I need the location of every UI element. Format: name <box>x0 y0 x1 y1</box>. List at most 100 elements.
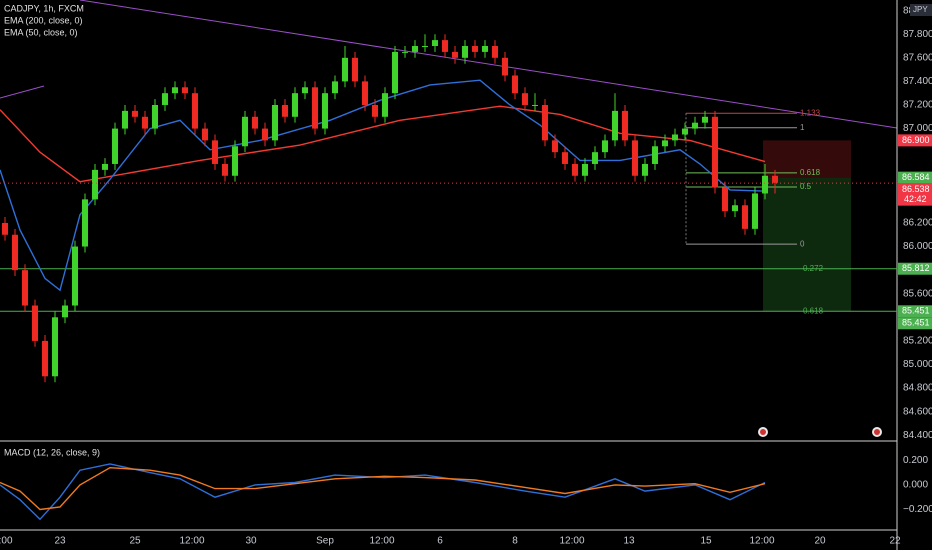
candle-body <box>552 140 558 153</box>
candle-body <box>112 128 118 164</box>
x-tick-label: 23 <box>54 536 66 547</box>
y-tick-label: 0.000 <box>903 480 928 491</box>
candle-body <box>382 93 388 117</box>
candle-body <box>522 93 528 105</box>
candle-body <box>482 46 488 52</box>
candle-body <box>362 81 368 105</box>
symbol-title: CADJPY, 1h, FXCM <box>4 3 84 13</box>
candle-body <box>322 93 328 129</box>
candle-body <box>602 140 608 153</box>
macd-title: MACD (12, 26, close, 9) <box>4 447 100 457</box>
candle-body <box>612 110 618 141</box>
candle-body <box>742 205 748 229</box>
candle-body <box>332 81 338 94</box>
candle-body <box>242 116 248 147</box>
candle-body <box>532 104 538 106</box>
x-tick-label: 22 <box>889 536 901 547</box>
price-label: 86.538 <box>902 184 930 194</box>
currency-badge <box>910 4 932 16</box>
candle-body <box>222 163 228 176</box>
candle-body <box>732 205 738 212</box>
countdown: 42:42 <box>904 194 927 204</box>
candle-body <box>772 175 778 183</box>
candle-body <box>562 152 568 164</box>
candle-body <box>162 93 168 105</box>
event-icon[interactable] <box>874 429 880 435</box>
candle-body <box>402 51 408 53</box>
candle-body <box>22 270 28 306</box>
x-tick-label: 12:00 <box>749 536 774 547</box>
x-tick-label: 30 <box>245 536 257 547</box>
candle-body <box>72 246 78 306</box>
candle-body <box>152 104 158 129</box>
series-line <box>0 79 766 292</box>
price-label-box <box>898 183 932 206</box>
y-tick-label: 85.200 <box>903 336 932 347</box>
series-line <box>0 466 766 511</box>
candle-body <box>452 51 458 58</box>
candle-body <box>592 152 598 164</box>
y-tick-label: 87.600 <box>903 52 932 63</box>
candle-body <box>262 128 268 141</box>
candle-body <box>292 93 298 117</box>
candle-body <box>542 104 548 141</box>
candle-body <box>172 87 178 94</box>
price-label-box <box>898 134 932 147</box>
y-tick-label: 87.400 <box>903 76 932 87</box>
candle-body <box>632 140 638 176</box>
drawings <box>0 0 898 129</box>
x-tick-label: 13 <box>623 536 635 547</box>
candle-body <box>132 110 138 117</box>
candle-body <box>202 128 208 141</box>
candle-body <box>182 87 188 94</box>
legend-entry: EMA (50, close, 0) <box>4 27 78 37</box>
fib-label: 1.133 <box>800 108 821 117</box>
price-label-box <box>898 262 932 275</box>
candle-body <box>12 234 18 271</box>
trendline <box>79 0 898 129</box>
candle-body <box>722 187 728 212</box>
candle-body <box>702 116 708 123</box>
x-tick-label: 12:00 <box>179 536 204 547</box>
fib-label: 1 <box>800 123 805 132</box>
y-tick-label: 0.200 <box>903 455 928 466</box>
candle-body <box>432 40 438 47</box>
legend-entry: EMA (200, close, 0) <box>4 15 83 25</box>
x-tick-label: 12:00 <box>0 536 13 547</box>
candle-body <box>122 110 128 129</box>
price-label-box <box>898 317 932 330</box>
candle-body <box>82 199 88 247</box>
y-tick-label: 87.800 <box>903 29 932 40</box>
series-line <box>0 105 766 183</box>
candle-body <box>302 87 308 94</box>
candle-body <box>52 317 58 377</box>
stop-zone <box>763 140 851 178</box>
candle-body <box>512 75 518 94</box>
candle-body <box>492 46 498 58</box>
y-tick-label: 84.600 <box>903 406 932 417</box>
candle-body <box>1 222 8 235</box>
candle-body <box>652 146 658 164</box>
candle-body <box>192 93 198 129</box>
candle-body <box>412 46 418 52</box>
candle-body <box>422 46 428 48</box>
candle-body <box>102 163 108 170</box>
candle-body <box>572 163 578 176</box>
y-tick-label: 87.200 <box>903 100 932 111</box>
price-label: 85.451 <box>902 318 930 328</box>
candle-body <box>752 193 758 229</box>
price-label: 86.900 <box>902 135 930 145</box>
y-tick-label: 85.600 <box>903 288 932 299</box>
x-tick-label: 25 <box>129 536 141 547</box>
y-tick-label: 86.200 <box>903 218 932 229</box>
y-tick-label: 84.400 <box>903 430 932 441</box>
event-icon[interactable] <box>760 429 766 435</box>
price-label: 85.451 <box>902 306 930 316</box>
x-tick-label: 12:00 <box>369 536 394 547</box>
candle-body <box>692 122 698 129</box>
currency-label: JPY <box>913 5 928 14</box>
fib-extension-label: 0.618 <box>803 306 824 315</box>
